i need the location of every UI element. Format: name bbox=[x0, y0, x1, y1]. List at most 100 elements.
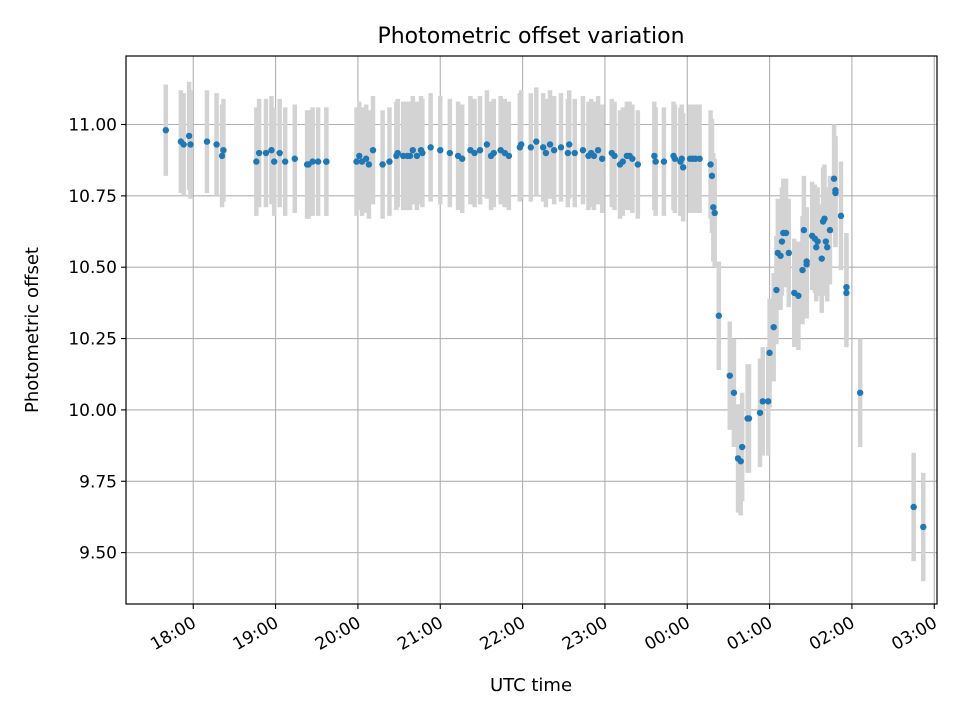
data-point bbox=[571, 149, 578, 157]
data-point bbox=[730, 389, 738, 396]
data-point bbox=[471, 149, 478, 157]
data-point bbox=[476, 146, 484, 154]
data-point bbox=[777, 252, 784, 259]
data-point bbox=[679, 164, 687, 171]
y-tick-label: 10.75 bbox=[68, 187, 117, 207]
data-point bbox=[803, 258, 810, 265]
data-point bbox=[756, 409, 764, 416]
data-point bbox=[413, 152, 421, 160]
data-point bbox=[590, 152, 598, 160]
data-point bbox=[579, 146, 587, 154]
data-point bbox=[365, 161, 373, 168]
data-point bbox=[813, 244, 820, 251]
data-point bbox=[738, 443, 746, 451]
data-point bbox=[837, 212, 845, 220]
data-point bbox=[291, 155, 298, 162]
data-point bbox=[611, 152, 618, 160]
data-point bbox=[785, 249, 792, 257]
data-points bbox=[162, 127, 927, 531]
data-point bbox=[550, 146, 558, 154]
y-axis: 9.50 9.75 10.00 10.25 10.50 10.75 11.00 bbox=[68, 116, 126, 564]
data-point bbox=[427, 144, 434, 151]
data-point bbox=[619, 158, 626, 165]
data-point bbox=[707, 161, 714, 168]
data-point bbox=[557, 144, 565, 151]
data-point bbox=[369, 146, 377, 154]
data-point bbox=[634, 161, 642, 168]
data-point bbox=[255, 149, 263, 157]
data-point bbox=[782, 229, 790, 237]
data-point bbox=[356, 152, 363, 160]
data-point bbox=[598, 155, 606, 162]
data-point bbox=[651, 152, 658, 160]
data-point bbox=[309, 158, 316, 165]
data-point bbox=[824, 244, 831, 251]
data-point bbox=[671, 155, 679, 162]
data-point bbox=[268, 146, 275, 154]
data-point bbox=[843, 283, 850, 291]
data-point bbox=[386, 158, 393, 165]
data-point bbox=[678, 155, 685, 162]
data-point bbox=[362, 155, 370, 162]
data-point bbox=[314, 158, 322, 165]
data-point bbox=[799, 266, 806, 274]
y-tick-label: 10.50 bbox=[68, 258, 117, 278]
data-point bbox=[708, 172, 716, 180]
data-point bbox=[856, 389, 864, 396]
data-point bbox=[539, 144, 547, 151]
y-tick-label: 10.25 bbox=[68, 330, 117, 350]
data-point bbox=[271, 158, 278, 165]
data-point bbox=[409, 146, 417, 154]
data-point bbox=[710, 204, 717, 211]
y-tick-label: 10.00 bbox=[68, 401, 117, 421]
data-point bbox=[696, 155, 703, 162]
data-point bbox=[759, 398, 766, 405]
data-point bbox=[594, 146, 602, 154]
data-point bbox=[737, 458, 744, 465]
data-point bbox=[394, 149, 401, 157]
data-point bbox=[213, 141, 220, 148]
x-axis-title: UTC time bbox=[490, 675, 572, 696]
y-tick-label: 9.50 bbox=[79, 544, 117, 564]
data-point bbox=[180, 141, 187, 148]
data-point bbox=[379, 161, 386, 168]
data-point bbox=[765, 398, 772, 405]
data-point bbox=[203, 138, 211, 145]
data-point bbox=[711, 209, 718, 217]
data-point bbox=[715, 312, 723, 319]
data-point bbox=[770, 323, 777, 331]
data-point bbox=[185, 132, 193, 140]
data-point bbox=[162, 127, 169, 134]
data-point bbox=[773, 286, 780, 294]
data-point bbox=[483, 141, 491, 148]
data-point bbox=[406, 152, 414, 160]
data-point bbox=[505, 152, 513, 160]
data-point bbox=[660, 158, 668, 165]
data-point bbox=[821, 215, 828, 222]
data-point bbox=[518, 141, 525, 148]
data-point bbox=[795, 292, 802, 299]
y-tick-label: 9.75 bbox=[79, 472, 117, 492]
data-point bbox=[253, 158, 260, 165]
data-point bbox=[778, 238, 786, 245]
data-point bbox=[814, 238, 821, 245]
data-point bbox=[419, 149, 426, 157]
data-point bbox=[629, 155, 636, 162]
y-axis-title: Photometric offset bbox=[22, 247, 43, 413]
data-point bbox=[546, 141, 554, 148]
data-point bbox=[262, 149, 270, 157]
data-point bbox=[533, 138, 540, 145]
data-point bbox=[800, 226, 808, 234]
data-point bbox=[843, 289, 850, 297]
data-point bbox=[822, 238, 830, 245]
y-tick-label: 11.00 bbox=[68, 116, 117, 136]
data-point bbox=[830, 175, 838, 182]
data-point bbox=[726, 372, 733, 379]
data-point bbox=[652, 158, 659, 165]
data-point bbox=[766, 349, 773, 357]
data-point bbox=[566, 141, 573, 148]
data-point bbox=[353, 158, 360, 165]
chart-title: Photometric offset variation bbox=[377, 24, 684, 49]
data-point bbox=[832, 189, 839, 197]
